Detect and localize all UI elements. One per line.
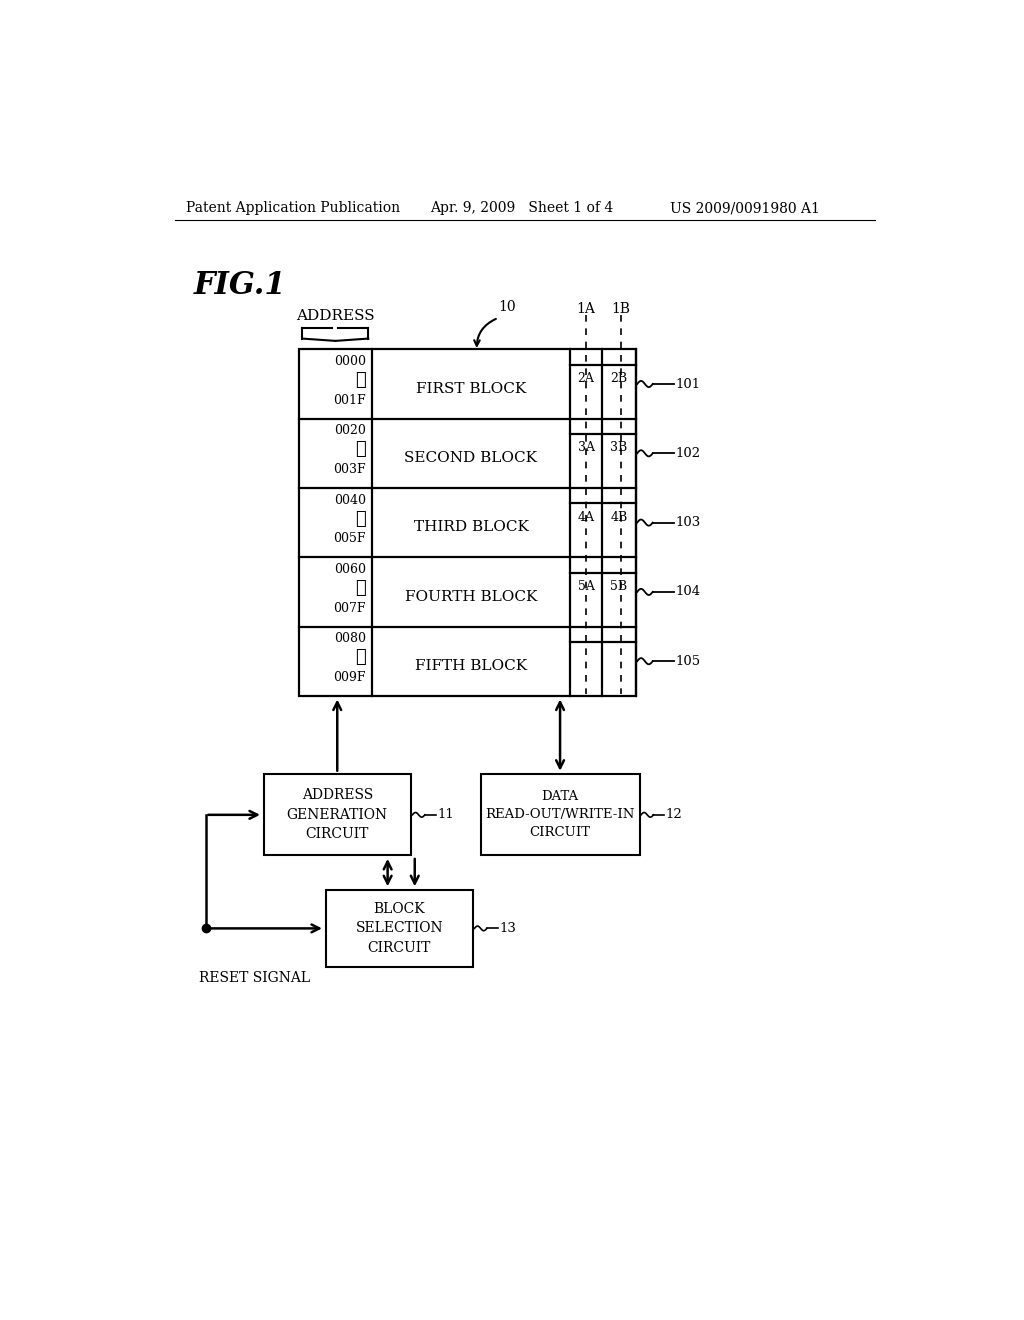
- Text: FOURTH BLOCK: FOURTH BLOCK: [404, 590, 538, 603]
- Bar: [326, 890, 473, 966]
- Text: 001F: 001F: [333, 393, 366, 407]
- Text: 007F: 007F: [334, 602, 366, 615]
- Text: 101: 101: [676, 378, 701, 391]
- Text: 103: 103: [676, 516, 701, 529]
- Text: 10: 10: [499, 300, 516, 314]
- Text: 0040: 0040: [334, 494, 366, 507]
- Text: 2B: 2B: [610, 372, 628, 385]
- Text: 003F: 003F: [333, 463, 366, 477]
- Text: ADDRESS
GENERATION
CIRCUIT: ADDRESS GENERATION CIRCUIT: [287, 788, 388, 841]
- Text: ℓ: ℓ: [355, 579, 366, 597]
- Text: Patent Application Publication: Patent Application Publication: [186, 202, 400, 215]
- Text: 102: 102: [676, 446, 701, 459]
- Text: 3B: 3B: [610, 441, 628, 454]
- Text: 005F: 005F: [334, 532, 366, 545]
- Text: THIRD BLOCK: THIRD BLOCK: [414, 520, 528, 535]
- Text: 1A: 1A: [577, 301, 596, 315]
- Text: 5B: 5B: [610, 579, 628, 593]
- Text: ℓ: ℓ: [355, 441, 366, 458]
- Text: 11: 11: [437, 808, 454, 821]
- Text: 4A: 4A: [578, 511, 595, 524]
- Text: SECOND BLOCK: SECOND BLOCK: [404, 451, 538, 465]
- Text: ℓ: ℓ: [355, 510, 366, 528]
- Text: RESET SIGNAL: RESET SIGNAL: [200, 972, 310, 986]
- Text: 3A: 3A: [578, 441, 595, 454]
- Text: FIG.1: FIG.1: [194, 271, 287, 301]
- Text: 0080: 0080: [334, 632, 366, 645]
- Text: Apr. 9, 2009   Sheet 1 of 4: Apr. 9, 2009 Sheet 1 of 4: [430, 202, 613, 215]
- Text: FIFTH BLOCK: FIFTH BLOCK: [415, 659, 527, 673]
- Text: 009F: 009F: [334, 671, 366, 684]
- Bar: [480, 775, 640, 855]
- Text: 5A: 5A: [578, 579, 595, 593]
- Text: 1B: 1B: [611, 301, 630, 315]
- Text: US 2009/0091980 A1: US 2009/0091980 A1: [671, 202, 820, 215]
- Text: 13: 13: [500, 921, 516, 935]
- Text: 4B: 4B: [610, 511, 628, 524]
- Text: 12: 12: [666, 808, 683, 821]
- Text: ℓ: ℓ: [355, 648, 366, 667]
- Text: 105: 105: [676, 655, 701, 668]
- Text: 0020: 0020: [334, 425, 366, 437]
- Text: 0000: 0000: [334, 355, 366, 368]
- Text: FIRST BLOCK: FIRST BLOCK: [416, 381, 526, 396]
- Text: ℓ: ℓ: [355, 371, 366, 389]
- Text: ADDRESS: ADDRESS: [296, 309, 375, 323]
- Bar: [263, 775, 411, 855]
- Text: BLOCK
SELECTION
CIRCUIT: BLOCK SELECTION CIRCUIT: [355, 902, 443, 954]
- Text: 0060: 0060: [334, 564, 366, 576]
- Text: 104: 104: [676, 585, 701, 598]
- Bar: [299, 350, 636, 696]
- Text: DATA
READ-OUT/WRITE-IN
CIRCUIT: DATA READ-OUT/WRITE-IN CIRCUIT: [485, 791, 635, 840]
- Text: 2A: 2A: [578, 372, 595, 385]
